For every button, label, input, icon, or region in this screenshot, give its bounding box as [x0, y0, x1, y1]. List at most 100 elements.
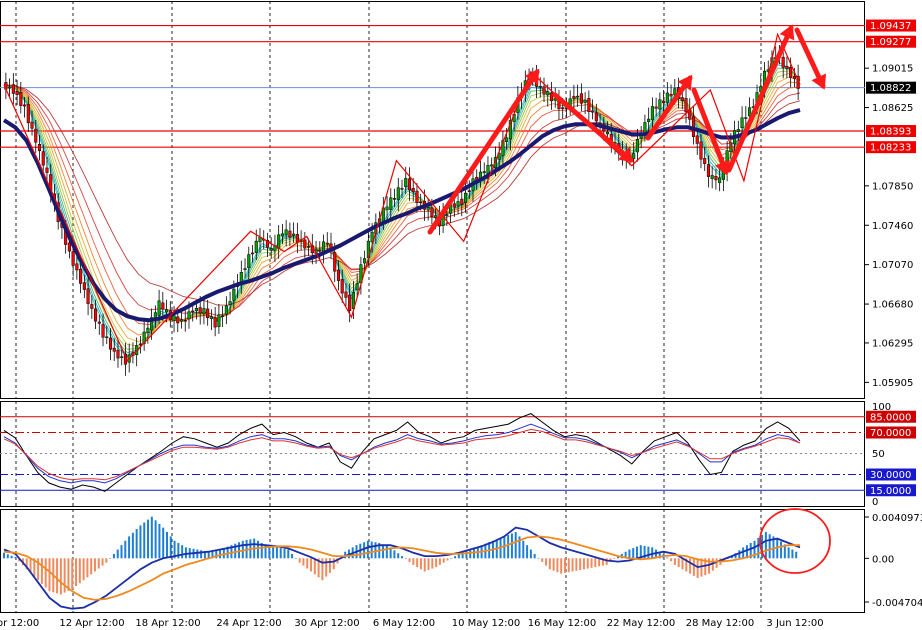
candle-body — [221, 315, 225, 317]
rsi-level-tag — [866, 484, 916, 497]
price-level-tag-label: 1.09437 — [870, 21, 911, 32]
macd-histogram-bar — [582, 558, 585, 570]
price-level-tag-label: 1.08393 — [870, 127, 911, 138]
macd-histogram-bar — [150, 516, 153, 559]
candle-body — [736, 129, 740, 132]
candle-body — [673, 88, 677, 96]
macd-histogram-bar — [450, 558, 453, 559]
candle-body — [176, 316, 180, 324]
ribbon-ma-line — [3, 72, 801, 347]
macd-histogram-bar — [207, 551, 210, 559]
candle-body — [490, 164, 494, 167]
candle-body — [785, 66, 789, 69]
macd-histogram-bar — [624, 551, 627, 559]
macd-histogram-bar — [177, 542, 180, 559]
candle-body — [467, 190, 471, 192]
candle-body — [662, 100, 666, 104]
macd-histogram-bar — [529, 549, 532, 559]
macd-histogram-bar — [567, 558, 570, 573]
macd-histogram-bar — [787, 547, 790, 559]
candle-body — [30, 121, 34, 129]
macd-histogram-bar — [636, 546, 639, 559]
candle-body — [392, 198, 397, 200]
macd-histogram-bar — [306, 558, 309, 569]
candle-body — [486, 165, 490, 174]
macd-histogram-bar — [154, 520, 157, 559]
candle-body — [112, 347, 116, 352]
candle-body — [781, 56, 785, 68]
macd-histogram-bar — [764, 532, 767, 559]
macd-histogram-bar — [128, 536, 131, 559]
candle-body — [587, 98, 591, 112]
rsi-level-tag — [866, 426, 916, 439]
candle-body — [280, 233, 284, 237]
macd-histogram-bar — [325, 558, 328, 577]
candle-body — [179, 319, 184, 322]
macd-histogram-bar — [704, 558, 707, 576]
candle-body — [146, 327, 150, 334]
trend-arrow-shaft — [726, 25, 794, 173]
price-level-tag — [866, 35, 916, 48]
candle-body — [243, 268, 247, 271]
price-axis-label: 1.06295 — [872, 338, 913, 349]
macd-histogram-bar — [313, 558, 316, 575]
macd-histogram-bar — [385, 545, 388, 559]
x-tick-label: 30 Apr 12:00 — [294, 618, 359, 629]
candle-body — [247, 254, 251, 269]
candle-body — [561, 107, 565, 110]
candle-body — [82, 282, 86, 290]
rsi-level-tag — [866, 410, 916, 423]
macd-histogram-bar — [196, 549, 199, 559]
macd-histogram-bar — [643, 545, 646, 559]
candle-body — [183, 319, 187, 322]
candle-body — [680, 97, 684, 102]
macd-histogram-bar — [685, 558, 688, 572]
macd-histogram-bar — [594, 558, 597, 568]
macd-histogram-bar — [745, 545, 748, 559]
candle-body — [340, 279, 344, 294]
ribbon-ma-line — [3, 84, 801, 326]
macd-histogram-bar — [419, 558, 422, 570]
price-axis-label: 1.07850 — [872, 181, 913, 192]
macd-histogram-bar — [734, 553, 737, 559]
macd-histogram-bar — [393, 550, 396, 559]
macd-histogram-bar — [18, 558, 21, 562]
macd-histogram-bar — [366, 540, 369, 559]
macd-histogram-bar — [124, 540, 127, 559]
candle-body — [583, 99, 587, 103]
candle-body — [37, 143, 42, 152]
candle-body — [703, 158, 707, 164]
ribbon-ma-line — [3, 84, 801, 306]
macd-histogram-bar — [768, 534, 771, 559]
candle-body — [789, 67, 793, 78]
macd-histogram-bar — [165, 532, 168, 559]
macd-histogram-bar — [510, 533, 513, 559]
candle-body — [94, 308, 98, 322]
trend-arrow-head — [618, 147, 635, 163]
macd-histogram-bar — [666, 557, 669, 559]
macd-histogram-bar — [563, 558, 566, 573]
macd-histogram-bar — [518, 536, 521, 559]
macd-histogram-bar — [268, 545, 271, 559]
candle-body — [344, 291, 348, 298]
x-tick-label: 6 May 12:00 — [373, 618, 435, 629]
price-axis-label: 1.06680 — [872, 300, 913, 311]
macd-histogram-bar — [6, 554, 9, 559]
macd-histogram-bar — [783, 544, 786, 559]
candle-body — [404, 178, 408, 187]
candle-body — [11, 84, 15, 94]
candle-body — [172, 315, 176, 322]
candle-body — [23, 104, 27, 107]
candle-body — [191, 310, 195, 313]
macd-histogram-bar — [173, 540, 176, 559]
candle-body — [505, 137, 509, 143]
macd-histogram-bar — [401, 556, 403, 559]
candle-body — [632, 153, 636, 159]
candle-body — [277, 234, 281, 249]
candle-body — [508, 120, 512, 140]
candle-body — [718, 177, 722, 184]
macd-histogram-bar — [382, 544, 385, 559]
macd-histogram-bar — [226, 546, 229, 559]
rsi-level-tag-label: 15.0000 — [870, 486, 911, 497]
macd-histogram-bar — [761, 534, 764, 559]
